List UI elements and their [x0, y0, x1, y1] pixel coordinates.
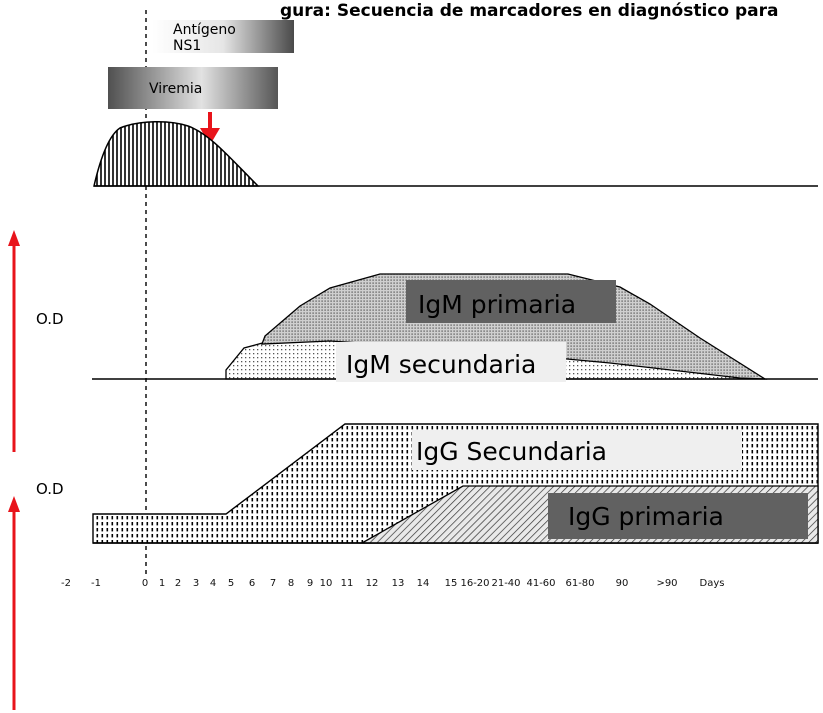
x-axis-tick-label: -2 [61, 578, 71, 589]
x-axis-tick-label: 4 [210, 578, 216, 589]
od-label-lower: O.D [36, 480, 64, 498]
x-axis-tick-label: 11 [341, 578, 354, 589]
x-axis-tick-label: Days [700, 578, 725, 589]
od-label-upper: O.D [36, 310, 64, 328]
igm-secundaria-label: IgM secundaria [346, 350, 536, 379]
viremia-curve [93, 120, 260, 187]
ns1-antigen-label-line1: Antígeno [173, 22, 236, 38]
x-axis-tick-label: 61-80 [565, 578, 594, 589]
x-axis-tick-label: 1 [159, 578, 165, 589]
x-axis-tick-label: 0 [142, 578, 148, 589]
x-axis-tick-label: 14 [417, 578, 430, 589]
x-axis-tick-label: 5 [228, 578, 234, 589]
x-axis-ticks: -2 -1 0 1 2 3 4 5 6 7 8 9 10 11 12 13 14 15 16-20 21-40 41-6… [61, 578, 724, 589]
x-axis-tick-label: 12 [366, 578, 379, 589]
viremia-bar [108, 67, 278, 109]
x-axis-tick-label: 8 [288, 578, 294, 589]
igg-secundaria-label: IgG Secundaria [416, 437, 607, 466]
x-axis-tick-label: 21-40 [491, 578, 520, 589]
igm-secundaria-box [336, 342, 566, 382]
viremia-label: Viremia [149, 81, 202, 97]
x-axis-tick-label: 90 [616, 578, 629, 589]
x-axis-tick-label: -1 [91, 578, 101, 589]
figure-caption-fragment: gura: Secuencia de marcadores en diagnós… [280, 1, 778, 21]
ns1-antigen-label-line2: NS1 [173, 38, 201, 54]
od-arrow-lower-icon [8, 496, 20, 710]
ns1-antigen-bar [152, 20, 294, 53]
x-axis-tick-label: 16-20 [460, 578, 489, 589]
x-axis-tick-label: 41-60 [526, 578, 555, 589]
x-axis-tick-label: 3 [193, 578, 199, 589]
x-axis-tick-label: 13 [392, 578, 405, 589]
viremia-arrow-icon [200, 112, 220, 145]
x-axis-tick-label: 9 [307, 578, 313, 589]
x-axis-tick-label: 10 [320, 578, 333, 589]
igg-secundaria-box [412, 430, 742, 470]
x-axis-tick-label: 7 [270, 578, 276, 589]
x-axis-tick-label: 15 [445, 578, 458, 589]
x-axis-tick-label: >90 [656, 578, 677, 589]
igm-primaria-label: IgM primaria [418, 290, 576, 319]
od-arrow-upper-icon [8, 230, 20, 452]
x-axis-tick-label: 6 [249, 578, 255, 589]
x-axis-tick-label: 2 [175, 578, 181, 589]
igm-primaria-box [406, 280, 616, 323]
igg-primaria-label: IgG primaria [568, 502, 724, 531]
ns1-antigen-marker: Antígeno NS1 [152, 20, 294, 54]
viremia-marker: Viremia [108, 67, 278, 109]
igg-primaria-box [548, 493, 808, 539]
